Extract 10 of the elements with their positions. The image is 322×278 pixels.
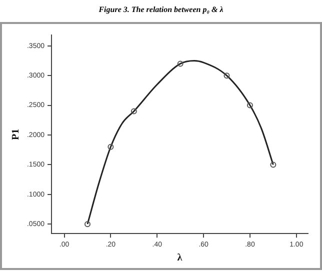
chart-title: Figure 3. The relation between p₀ & λ (98, 5, 224, 14)
point (108, 144, 114, 150)
point (130, 108, 137, 114)
point (270, 162, 276, 168)
point (224, 72, 230, 79)
y-axis-title: P1 (10, 128, 22, 140)
x-axis-title: λ (177, 252, 182, 264)
point (177, 60, 184, 67)
point (84, 221, 90, 228)
point (246, 102, 253, 108)
